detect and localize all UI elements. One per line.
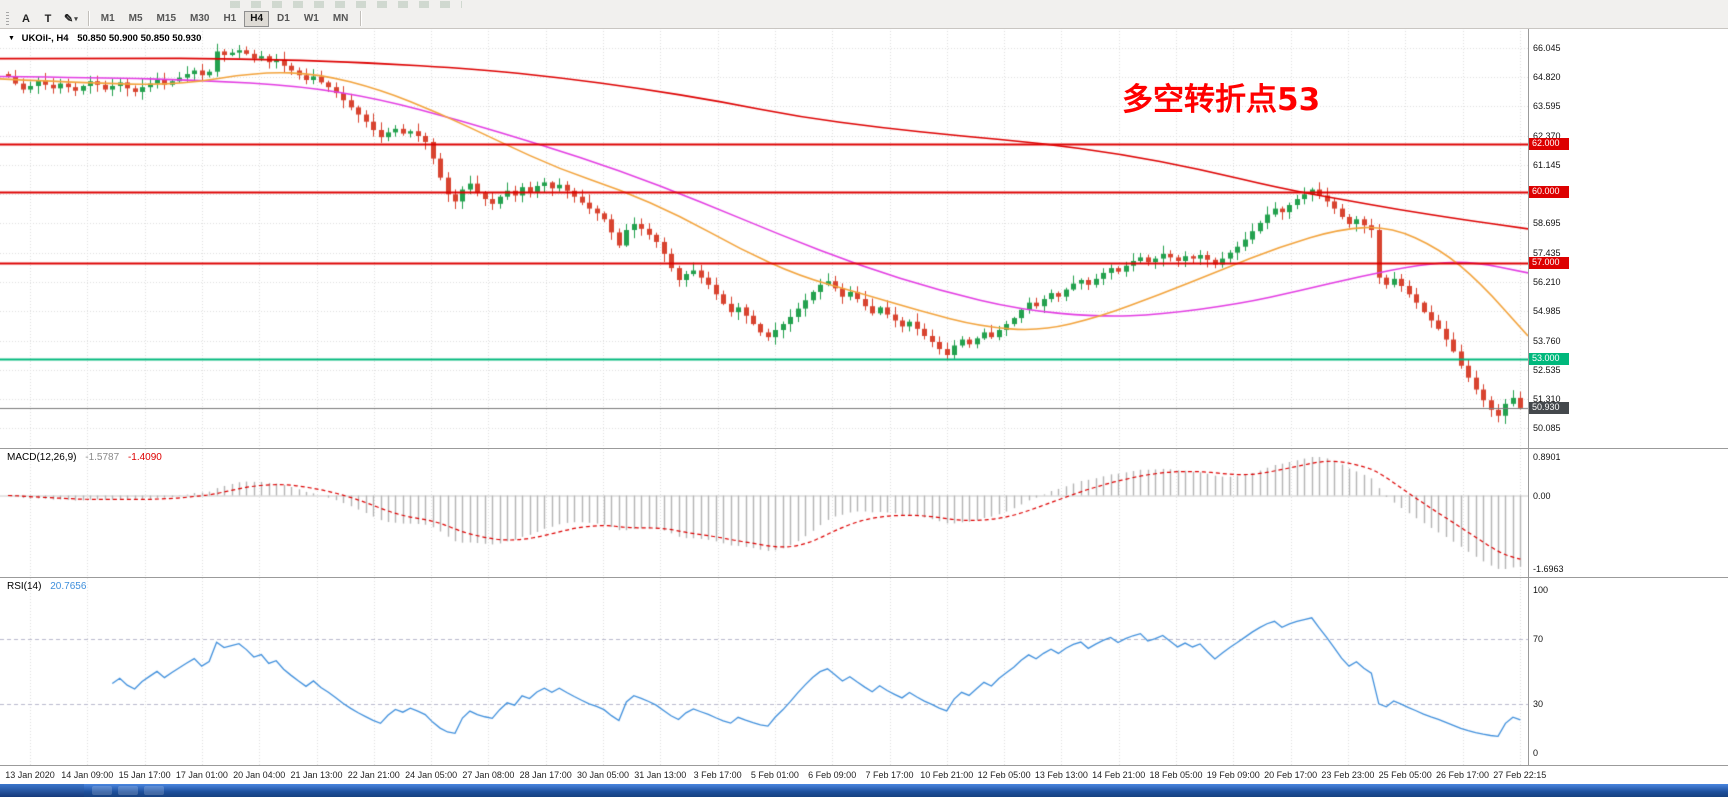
taskbar-icon[interactable] — [118, 786, 138, 795]
price-axis-label: 61.145 — [1533, 159, 1561, 170]
panel-separator[interactable] — [0, 577, 1728, 578]
price-axis-label: 64.820 — [1533, 72, 1561, 83]
time-axis-label: 13 Feb 13:00 — [1034, 770, 1088, 780]
macd-axis-label: -1.6963 — [1533, 564, 1564, 574]
macd-name: MACD(12,26,9) — [7, 452, 77, 463]
price-axis-line — [1528, 28, 1529, 766]
time-axis-label: 13 Jan 2020 — [5, 770, 55, 780]
price-axis-label: 62.370 — [1533, 130, 1561, 141]
text-tool-button[interactable]: A — [16, 10, 36, 27]
timeframe-button-h4[interactable]: H4 — [244, 10, 270, 27]
start-button[interactable] — [0, 784, 84, 797]
price-axis-label: 56.210 — [1533, 277, 1561, 288]
chart-symbol-label: ▼ UKOil-, H4 50.850 50.900 50.850 50.930 — [8, 33, 201, 44]
time-axis-label: 18 Feb 05:00 — [1149, 770, 1203, 780]
rsi-axis-label: 30 — [1533, 699, 1544, 710]
macd-main-value: -1.5787 — [85, 452, 120, 463]
toolbar-separator — [360, 11, 362, 26]
taskbar-icon[interactable] — [92, 786, 112, 795]
macd-label: MACD(12,26,9) -1.5787 -1.4090 — [7, 452, 162, 463]
clipped-toolbar-icons-row — [230, 1, 462, 8]
time-axis-label: 27 Feb 22:15 — [1493, 770, 1547, 780]
rsi-value: 20.7656 — [50, 581, 87, 592]
time-axis-label: 7 Feb 17:00 — [865, 770, 914, 780]
timeframe-button-m30[interactable]: M30 — [184, 11, 215, 27]
time-axis-label: 20 Jan 04:00 — [233, 770, 286, 780]
price-tag: 60.000 — [1529, 185, 1569, 198]
time-axis-label: 27 Jan 08:00 — [462, 770, 515, 780]
timeframe-button-m5[interactable]: M5 — [123, 11, 149, 27]
draw-tool-button[interactable]: ✎ ▾ — [60, 10, 82, 27]
macd-panel-canvas[interactable] — [0, 449, 1528, 577]
toolbar-grip[interactable] — [6, 12, 9, 25]
pencil-icon: ✎ — [64, 13, 74, 25]
macd-axis-label: 0.8901 — [1533, 452, 1561, 462]
time-axis-label: 21 Jan 13:00 — [290, 770, 343, 780]
rsi-name: RSI(14) — [7, 581, 42, 592]
toolbar-separator — [87, 11, 89, 26]
rsi-axis-label: 100 — [1533, 585, 1549, 595]
price-axis-label: 63.595 — [1533, 101, 1561, 112]
ohlc-values: 50.850 50.900 50.850 50.930 — [77, 33, 202, 44]
symbol-timeframe: UKOil-, H4 — [21, 33, 69, 44]
timeframe-button-mn[interactable]: MN — [327, 11, 355, 27]
rsi-axis-label: 0 — [1533, 748, 1539, 758]
time-axis-label: 20 Feb 17:00 — [1264, 770, 1318, 780]
time-axis-label: 22 Jan 21:00 — [347, 770, 400, 780]
time-axis-label: 31 Jan 13:00 — [634, 770, 687, 780]
time-axis-label: 26 Feb 17:00 — [1435, 770, 1490, 780]
price-axis-label: 57.435 — [1533, 248, 1561, 258]
price-axis-label: 66.045 — [1533, 43, 1561, 53]
time-axis-label: 25 Feb 05:00 — [1378, 770, 1432, 780]
time-axis[interactable]: 13 Jan 2020 14 Jan 09:00 15 Jan 17:00 17 Ja… — [0, 766, 1728, 784]
time-axis-label: 30 Jan 05:00 — [576, 770, 630, 780]
time-axis-label: 6 Feb 09:00 — [808, 770, 857, 780]
panel-separator — [0, 765, 1728, 766]
time-axis-label: 5 Feb 01:00 — [750, 770, 799, 780]
price-axis-label: 54.985 — [1533, 306, 1561, 317]
timeframe-group: M1 M5 M15 M30 H1 H4 D1 W1 MN — [94, 10, 356, 27]
timeframe-button-h1[interactable]: H1 — [217, 11, 242, 27]
time-axis-label: 17 Jan 01:00 — [175, 770, 228, 780]
rsi-axis-label: 70 — [1533, 633, 1544, 644]
rsi-panel-canvas[interactable] — [0, 578, 1528, 765]
line-studies-toolbar: A T ✎ ▾ M1 M5 M15 M30 H1 H4 D1 W1 MN — [0, 9, 366, 28]
time-axis-label: 14 Jan 09:00 — [61, 770, 114, 780]
time-axis-label: 3 Feb 17:00 — [693, 770, 742, 780]
price-axis-label: 53.760 — [1533, 335, 1561, 346]
timeframe-button-d1[interactable]: D1 — [271, 11, 296, 27]
price-axis-label: 50.085 — [1533, 423, 1561, 433]
time-axis-label: 10 Feb 21:00 — [920, 770, 974, 780]
timeframe-button-m1[interactable]: M1 — [95, 11, 121, 27]
time-axis-label: 12 Feb 05:00 — [977, 770, 1031, 780]
time-axis-label: 23 Feb 23:00 — [1321, 770, 1375, 780]
taskbar-icon[interactable] — [144, 786, 164, 795]
panel-separator[interactable] — [0, 448, 1728, 449]
time-axis-label: 24 Jan 05:00 — [405, 770, 458, 780]
toolbar: A T ✎ ▾ M1 M5 M15 M30 H1 H4 D1 W1 MN — [0, 0, 1728, 29]
timeframe-button-w1[interactable]: W1 — [298, 11, 325, 27]
chevron-down-icon: ▾ — [74, 15, 78, 23]
price-tag: 53.000 — [1529, 352, 1569, 365]
price-tag: 57.000 — [1529, 257, 1569, 270]
price-tag: 62.000 — [1529, 138, 1569, 151]
price-chart-canvas[interactable] — [0, 28, 1528, 448]
price-axis-label: 51.310 — [1533, 393, 1561, 404]
chart-annotation-text[interactable]: 多空转折点53 — [1122, 82, 1321, 118]
rsi-label: RSI(14) 20.7656 — [7, 581, 86, 592]
time-axis-label: 14 Feb 21:00 — [1092, 770, 1146, 780]
chart-menu-icon[interactable]: ▼ — [8, 35, 15, 42]
ruler-tool-button[interactable]: T — [38, 10, 58, 27]
price-axis-label: 58.695 — [1533, 218, 1561, 228]
time-axis-label: 28 Jan 17:00 — [519, 770, 572, 780]
windows-taskbar[interactable] — [0, 784, 1728, 797]
price-axis-label: 52.535 — [1533, 364, 1561, 375]
macd-axis-label: 0.00 — [1533, 490, 1551, 501]
time-axis-label: 19 Feb 09:00 — [1206, 770, 1260, 780]
timeframe-button-m15[interactable]: M15 — [151, 11, 182, 27]
macd-signal-value: -1.4090 — [127, 452, 162, 463]
price-tag: 50.930 — [1529, 401, 1569, 414]
time-axis-label: 15 Jan 17:00 — [118, 770, 171, 780]
